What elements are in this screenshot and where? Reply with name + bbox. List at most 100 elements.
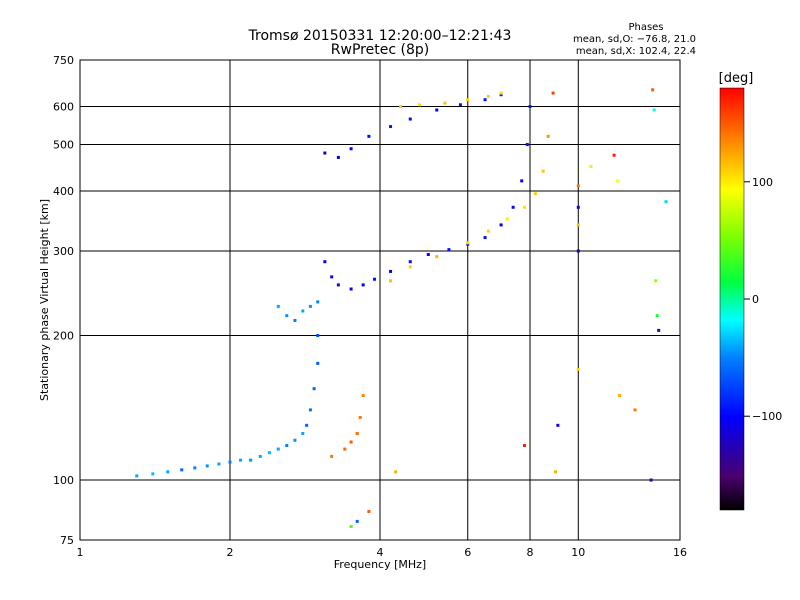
x-tick-label: 2 [227,546,234,559]
data-point [180,468,184,472]
data-point [276,447,280,451]
data-point [499,93,503,97]
data-points [135,88,668,529]
data-point [308,408,312,412]
data-point [394,470,398,474]
y-tick-label: 300 [53,245,74,258]
x-tick-label: 4 [377,546,384,559]
y-axis-ticks: 75 100 200 300 400 500 600 750 [53,54,74,547]
phase-stats-o: mean, sd,O: −76.8, 21.0 [573,34,696,45]
data-point [447,248,451,252]
data-point [612,153,616,157]
data-point [657,328,661,332]
data-point [576,367,580,371]
data-point [285,314,289,318]
y-axis-label: Stationary phase Virtual Height [km] [38,199,51,401]
data-point [652,108,656,112]
data-point [316,300,320,304]
data-point [301,432,305,436]
x-tick-label: 8 [527,546,534,559]
data-point [408,117,412,121]
data-point [358,415,362,419]
data-point [389,125,393,129]
data-point [389,279,393,283]
data-point [349,287,353,291]
data-point [349,525,353,529]
data-point [323,260,327,264]
data-point [249,458,253,462]
chart-title: Tromsø 20150331 12:20:00–12:21:43 [248,28,512,44]
colorbar-ticks: 100 0 −100 [744,176,782,423]
data-point [520,179,524,183]
colorbar-tick-label: −100 [752,410,782,423]
data-point [523,205,527,209]
data-point [505,217,509,221]
data-point [205,464,209,468]
data-point [361,394,365,398]
x-tick-label: 10 [571,546,585,559]
data-point [367,134,371,138]
data-point [301,309,305,313]
data-point [349,147,353,151]
data-point [576,223,580,227]
data-point [389,269,393,273]
data-point [343,447,347,451]
data-point [525,143,529,147]
x-tick-label: 16 [673,546,687,559]
colorbar-tick-label: 100 [752,176,773,189]
data-point [443,101,447,105]
grid-lines [80,60,680,540]
y-tick-label: 600 [53,101,74,114]
data-point [293,318,297,322]
data-point [336,155,340,159]
data-point [239,458,243,462]
y-tick-label: 100 [53,474,74,487]
data-point [435,108,439,112]
data-point [276,304,280,308]
data-point [633,408,637,412]
data-point [466,98,470,102]
data-point [486,94,490,98]
phase-stats-x: mean, sd,X: 102.4, 22.4 [576,46,696,57]
x-tick-label: 1 [77,546,84,559]
data-point [316,334,320,338]
colorbar [719,87,745,511]
data-point [576,205,580,209]
data-point [655,314,659,318]
data-point [546,134,550,138]
chart-subtitle: RwPretec (8p) [331,42,429,58]
data-point [435,255,439,259]
data-point [217,462,221,466]
data-point [228,460,232,464]
data-point [651,88,655,92]
data-point [556,423,560,427]
data-point [541,169,545,173]
data-point [349,440,353,444]
data-point [466,241,470,245]
x-axis-label: Frequency [MHz] [334,558,426,571]
data-point [316,361,320,365]
data-point [589,164,593,168]
data-point [486,229,490,233]
data-point [528,105,532,109]
data-point [499,223,503,227]
data-point [305,423,309,427]
y-tick-label: 75 [60,534,74,547]
colorbar-tick-label: 0 [752,293,759,306]
data-point [649,478,653,482]
data-point [355,432,359,436]
data-point [323,151,327,155]
data-point [193,466,197,470]
data-point [330,275,334,279]
data-point [399,105,403,109]
data-point [285,444,289,448]
data-point [523,444,527,448]
colorbar-unit: [deg] [719,71,754,86]
phase-stats-heading: Phases [628,22,663,33]
data-point [408,260,412,264]
data-point [417,103,421,107]
data-point [483,236,487,240]
y-tick-label: 750 [53,54,74,67]
data-point [533,192,537,196]
